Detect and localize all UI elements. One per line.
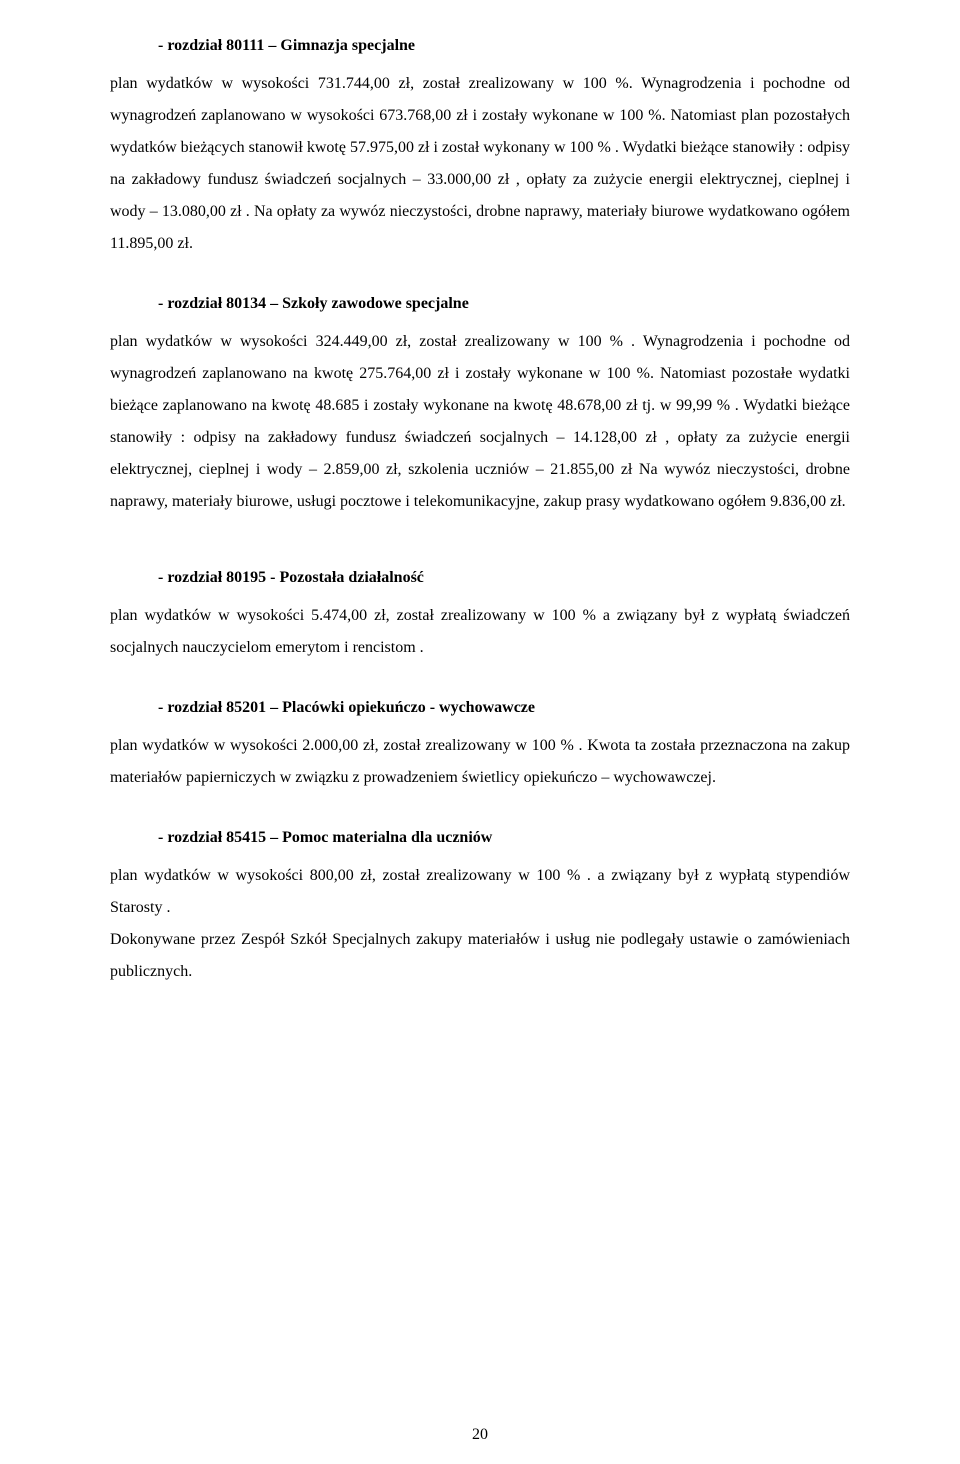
- section-body-80195: plan wydatków w wysokości 5.474,00 zł, z…: [110, 600, 850, 664]
- section-heading-85415: - rozdział 85415 – Pomoc materialna dla …: [110, 822, 850, 854]
- section-body-80134: plan wydatków w wysokości 324.449,00 zł,…: [110, 326, 850, 518]
- section-gap: [110, 518, 850, 562]
- section-gap: [110, 260, 850, 288]
- page-number: 20: [0, 1426, 960, 1444]
- section-body-85201: plan wydatków w wysokości 2.000,00 zł, z…: [110, 730, 850, 794]
- section-heading-80134: - rozdział 80134 – Szkoły zawodowe specj…: [110, 288, 850, 320]
- section-heading-85201: - rozdział 85201 – Placówki opiekuńczo -…: [110, 692, 850, 724]
- section-heading-80111: - rozdział 80111 – Gimnazja specjalne: [110, 30, 850, 62]
- document-page: - rozdział 80111 – Gimnazja specjalne pl…: [0, 0, 960, 1464]
- section-body-85415-1: plan wydatków w wysokości 800,00 zł, zos…: [110, 860, 850, 924]
- section-gap: [110, 664, 850, 692]
- section-gap: [110, 794, 850, 822]
- section-heading-80195: - rozdział 80195 - Pozostała działalność: [110, 562, 850, 594]
- section-body-80111: plan wydatków w wysokości 731.744,00 zł,…: [110, 68, 850, 260]
- section-body-85415-2: Dokonywane przez Zespół Szkół Specjalnyc…: [110, 924, 850, 988]
